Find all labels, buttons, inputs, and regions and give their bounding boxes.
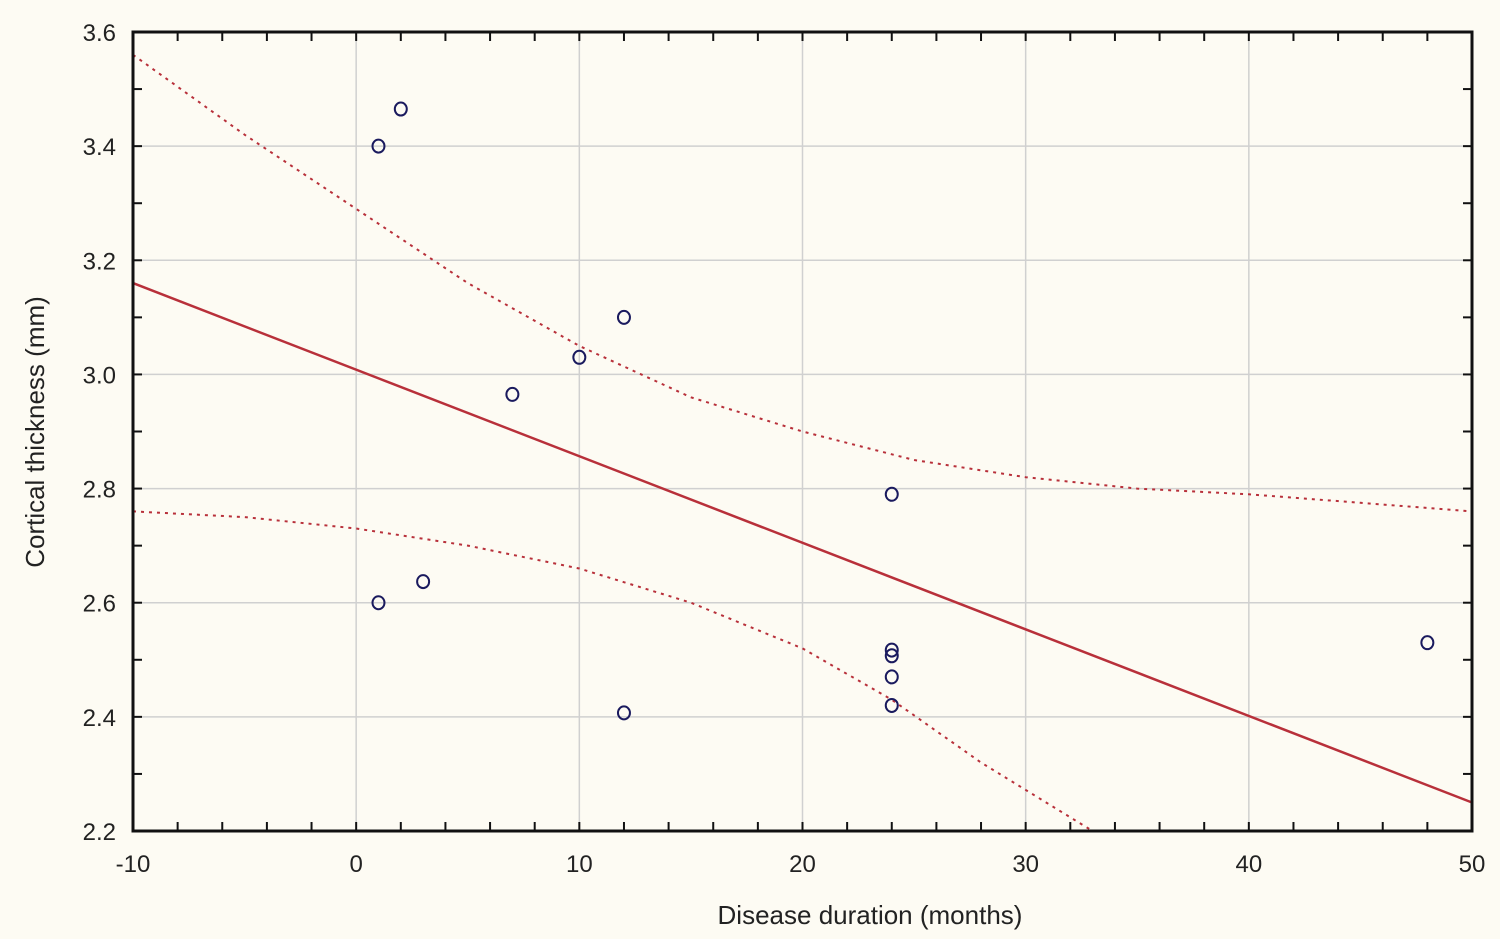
x-tick-label: 30 bbox=[1012, 851, 1039, 878]
data-point bbox=[371, 595, 386, 611]
data-point bbox=[616, 309, 631, 325]
data-points bbox=[371, 101, 1435, 721]
y-tick-label: 3.2 bbox=[83, 248, 116, 275]
x-tick-label: -10 bbox=[116, 851, 151, 878]
data-point bbox=[371, 138, 386, 154]
y-tick-labels: 2.2 2.4 2.6 2.8 3.0 3.2 3.4 3.6 bbox=[83, 20, 116, 846]
x-tick-labels: -10 0 10 20 30 40 50 bbox=[116, 851, 1486, 878]
y-tick-label: 3.0 bbox=[83, 362, 116, 389]
y-axis-label: Cortical thickness (mm) bbox=[20, 296, 50, 568]
data-point bbox=[884, 486, 899, 502]
x-axis-label: Disease duration (months) bbox=[718, 900, 1023, 930]
y-tick-label: 3.6 bbox=[83, 20, 116, 47]
data-point bbox=[884, 669, 899, 685]
y-tick-label: 2.4 bbox=[83, 705, 116, 732]
data-point bbox=[416, 574, 431, 590]
x-tick-label: 20 bbox=[789, 851, 816, 878]
data-point bbox=[393, 101, 408, 117]
y-tick-label: 3.4 bbox=[83, 134, 116, 161]
regression-line-group bbox=[132, 281, 1473, 804]
upper-confidence-band bbox=[132, 53, 1473, 513]
x-tick-label: 0 bbox=[349, 851, 362, 878]
x-tick-label: 10 bbox=[566, 851, 593, 878]
data-point bbox=[1420, 635, 1435, 651]
x-tick-label: 40 bbox=[1235, 851, 1262, 878]
data-point bbox=[572, 349, 587, 365]
data-point bbox=[505, 386, 520, 402]
lower-confidence-band bbox=[132, 510, 1094, 832]
data-point bbox=[884, 697, 899, 713]
data-point bbox=[884, 642, 899, 658]
y-tick-label: 2.6 bbox=[83, 591, 116, 618]
grid-lines bbox=[133, 32, 1472, 831]
data-point bbox=[616, 705, 631, 721]
y-tick-label: 2.2 bbox=[83, 819, 116, 846]
minor-ticks bbox=[132, 31, 1473, 832]
data-point bbox=[884, 648, 899, 664]
y-tick-label: 2.8 bbox=[83, 477, 116, 504]
regression-line bbox=[132, 281, 1473, 804]
confidence-bands bbox=[132, 53, 1473, 832]
x-tick-label: 50 bbox=[1459, 851, 1486, 878]
